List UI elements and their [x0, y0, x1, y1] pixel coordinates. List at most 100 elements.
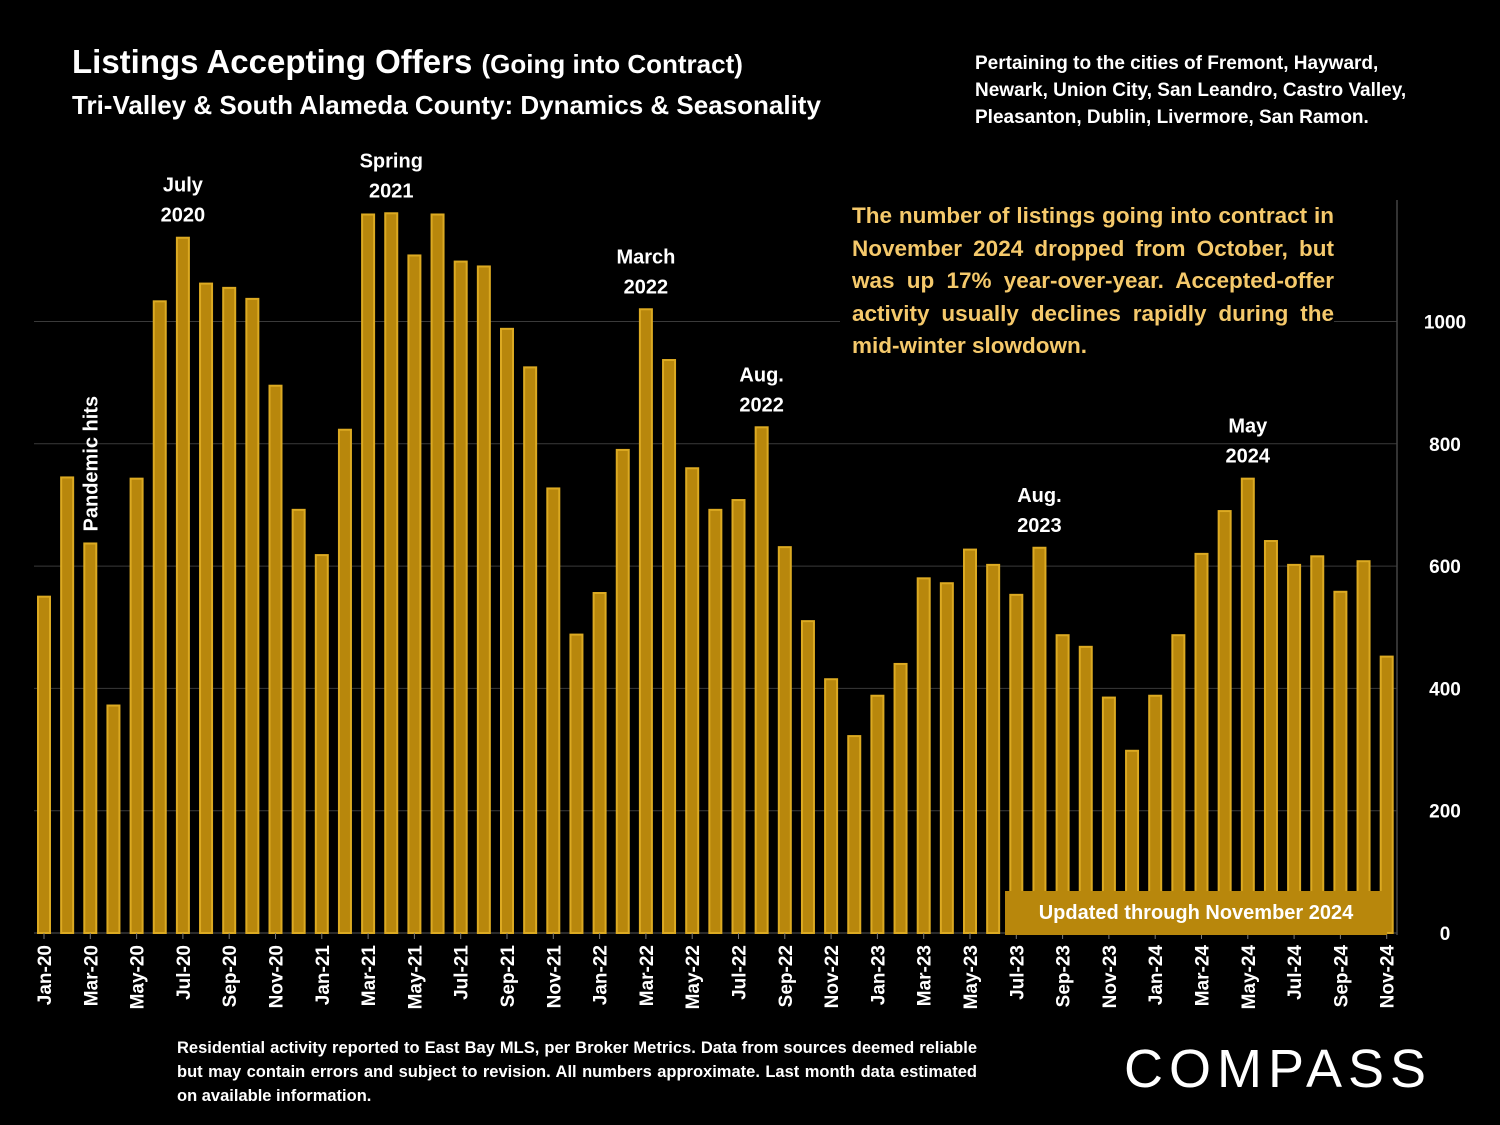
updated-badge: Updated through November 2024 [1005, 891, 1387, 935]
bar-Mar-22 [638, 308, 653, 934]
annotation-label: Aug. [739, 364, 783, 386]
annotation-label: 2020 [161, 205, 206, 227]
bar-Jan-21 [314, 554, 329, 935]
annotation-label: Spring [360, 150, 423, 172]
chart-title-sub: (Going into Contract) [481, 49, 743, 79]
bar-May-24 [1240, 477, 1255, 934]
callout-text: The number of listings going into contra… [840, 200, 1334, 365]
bar-Aug-22 [754, 426, 769, 934]
bar-Jun-24 [1263, 540, 1278, 934]
bar-Jan-20 [37, 595, 51, 934]
bar-Sep-24 [1333, 590, 1348, 935]
x-tick-label: Mar-24 [1193, 945, 1214, 1007]
bar-May-22 [685, 467, 700, 934]
x-tick-label: Mar-21 [359, 945, 380, 1007]
bar-Apr-20 [106, 704, 121, 934]
bar-Mar-24 [1194, 552, 1209, 934]
x-tick-label: Nov-20 [267, 945, 288, 1008]
bar-Jul-20 [175, 236, 190, 935]
x-tick-label: Sep-20 [220, 945, 241, 1007]
annotation-label: May [1228, 416, 1268, 438]
bar-Sep-21 [500, 327, 514, 934]
y-tick-label: 400 [1429, 679, 1461, 700]
bar-Sep-20 [222, 286, 237, 934]
x-tick-label: Jan-23 [868, 945, 889, 1005]
bar-Apr-23 [939, 582, 954, 934]
x-axis-ticks: Jan-20 Mar-20 May-20 Jul-20 Sep-20 Nov-20 Jan-… [35, 933, 1399, 1009]
x-tick-label: Jul-20 [174, 945, 195, 1000]
annotation-label: 2022 [624, 276, 669, 298]
bar-Mar-20 [83, 542, 98, 934]
bar-Feb-23 [893, 662, 908, 934]
cities-note: Pertaining to the cities of Fremont, Hay… [975, 53, 1407, 128]
x-tick-label: Sep-22 [776, 945, 797, 1007]
bar-May-21 [407, 254, 422, 934]
y-tick-label: 1000 [1424, 313, 1466, 334]
bar-Jul-22 [731, 499, 746, 934]
x-tick-label: Jan-21 [313, 945, 334, 1006]
x-tick-label: Nov-24 [1378, 945, 1399, 1009]
title-block: Listings Accepting Offers (Going into Co… [72, 40, 821, 124]
x-tick-label: Jan-22 [591, 945, 612, 1005]
chart-subtitle: Tri-Valley & South Alameda County: Dynam… [72, 90, 821, 120]
bar-May-20 [129, 477, 144, 934]
bar-Nov-22 [824, 678, 839, 934]
bar-Jul-21 [453, 260, 468, 934]
bar-Jul-24 [1287, 563, 1302, 934]
x-tick-label: Sep-23 [1054, 945, 1075, 1007]
bar-Feb-21 [337, 428, 352, 934]
chart-title: Listings Accepting Offers (Going into Co… [72, 40, 821, 86]
bar-Nov-20 [268, 384, 283, 934]
annotation-label: Pandemic hits [80, 396, 102, 532]
bar-Jun-20 [152, 300, 167, 934]
bar-Mar-23 [916, 577, 931, 935]
bar-Sep-23 [1055, 634, 1070, 935]
y-axis-ticks: 0 200 400 600 800 1000 [1424, 313, 1466, 946]
x-tick-label: Mar-20 [81, 945, 102, 1006]
bar-Aug-24 [1310, 555, 1325, 934]
x-tick-label: Nov-21 [544, 945, 565, 1009]
bar-Oct-20 [245, 297, 260, 934]
bar-May-23 [963, 548, 977, 934]
bar-Dec-22 [847, 735, 862, 934]
x-tick-label: Mar-22 [637, 945, 658, 1006]
x-tick-label: Jul-23 [1007, 945, 1028, 1000]
x-tick-label: May-22 [683, 945, 704, 1009]
x-tick-label: Jan-20 [35, 945, 56, 1005]
bar-Jun-23 [986, 563, 1001, 934]
bar-Aug-21 [476, 265, 491, 934]
x-tick-label: Jul-21 [452, 945, 473, 1000]
y-tick-label: 800 [1429, 435, 1461, 456]
bar-Oct-22 [800, 620, 815, 934]
x-tick-label: May-21 [405, 945, 426, 1010]
bar-Jun-22 [708, 508, 723, 934]
x-tick-label: Jul-22 [730, 945, 751, 1000]
y-tick-label: 200 [1429, 802, 1461, 823]
x-tick-label: Mar-23 [915, 945, 936, 1006]
bar-Apr-21 [384, 212, 399, 934]
bar-Oct-24 [1356, 560, 1371, 934]
bar-Jan-23 [870, 694, 885, 934]
bar-Feb-20 [60, 476, 75, 934]
bar-Dec-20 [291, 508, 306, 934]
bar-Aug-20 [199, 282, 214, 935]
bar-Dec-21 [569, 633, 584, 934]
bar-Nov-21 [546, 487, 561, 934]
annotation-label: March [616, 246, 675, 268]
annotation-label: 2024 [1226, 446, 1271, 468]
annotation-label: Aug. [1017, 485, 1061, 507]
chart-title-main: Listings Accepting Offers [72, 43, 473, 80]
bar-Feb-24 [1171, 634, 1186, 935]
bar-Jan-22 [592, 592, 607, 934]
bar-Oct-21 [523, 366, 538, 934]
annotation-label: 2023 [1017, 515, 1062, 537]
bar-Mar-21 [361, 213, 376, 935]
bar-Apr-22 [662, 359, 677, 935]
bar-Jun-21 [430, 213, 445, 935]
bar-Jul-23 [1009, 593, 1024, 934]
x-tick-label: May-24 [1239, 945, 1260, 1010]
bar-Apr-24 [1217, 510, 1232, 934]
bar-Feb-22 [615, 448, 630, 934]
annotation-label: July [163, 175, 204, 197]
annotation-label: 2021 [369, 180, 414, 202]
